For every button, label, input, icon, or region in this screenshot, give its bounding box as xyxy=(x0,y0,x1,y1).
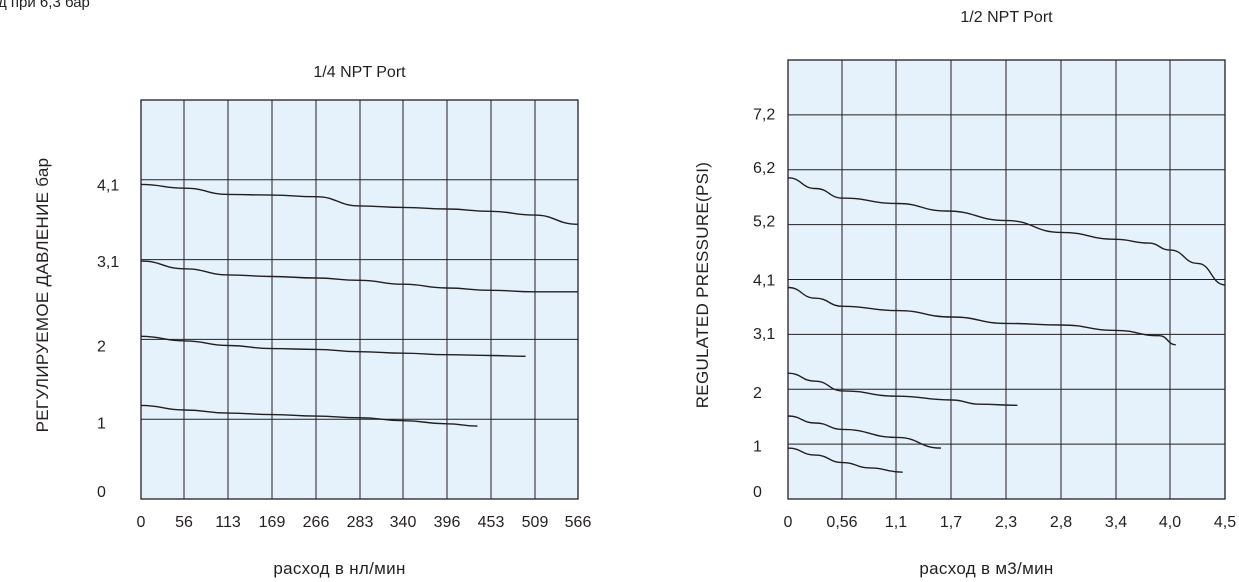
chart1-x-tick-label: 266 xyxy=(303,514,330,531)
chart2-series-line-5 xyxy=(787,447,903,473)
chart1-series-line-3 xyxy=(140,335,526,357)
chart2-x-tick-label: 4,5 xyxy=(1214,514,1236,531)
chart1-y-axis-label: РЕГУЛИРУЕМОЕ ДАВЛЕНИЕ бар xyxy=(33,158,52,433)
chart2-y-axis-label: REGULATED PRESSURE(PSI) xyxy=(693,162,712,409)
chart2-x-tick-label: 3,4 xyxy=(1105,514,1127,531)
chart1-x-tick-label: 113 xyxy=(215,514,241,531)
chart2-x-tick-label: 1,1 xyxy=(885,514,907,531)
chart1-x-tick-label: 169 xyxy=(259,514,286,531)
chart1-series-line-2 xyxy=(140,260,578,293)
chart2-y-tick-label: 0 xyxy=(753,484,762,501)
chart1-x-axis-label: расход в нл/мин xyxy=(273,559,405,578)
chart1-x-tick-label: 283 xyxy=(347,514,374,531)
chart1-y-tick-label: 4,1 xyxy=(97,177,119,194)
chart2-title: 1/2 NPT Port xyxy=(960,9,1053,26)
chart2-x-tick-label: 0,56 xyxy=(826,514,857,531)
chart1-x-tick-label: 509 xyxy=(522,514,549,531)
chart1-y-tick-label: 1 xyxy=(97,415,106,432)
chart2-x-tick-label: 2,8 xyxy=(1050,514,1072,531)
chart2-x-tick-label: 0 xyxy=(784,514,793,531)
chart2-x-tick-label: 2,3 xyxy=(995,514,1017,531)
chart2-y-tick-label: 3,1 xyxy=(753,326,775,343)
chart2-y-tick-label: 4,1 xyxy=(753,273,775,290)
chart1-series-line-4 xyxy=(140,404,478,427)
chart1-x-tick-label: 396 xyxy=(434,514,461,531)
chart2-y-tick-label: 1 xyxy=(753,438,762,455)
chart2-frame xyxy=(787,59,1226,500)
chart2-y-tick-label: 5,2 xyxy=(753,214,775,231)
chart1-y-tick-label: 2 xyxy=(97,339,106,356)
chart2-x-tick-label: 1,7 xyxy=(940,514,962,531)
chart1-series-line-1 xyxy=(140,183,579,225)
chart2-y-tick-label: 2 xyxy=(753,385,762,402)
chart1-x-tick-label: 0 xyxy=(137,514,146,531)
chart1-x-tick-label: 453 xyxy=(478,514,505,531)
chart1-y-tick-label: 3,1 xyxy=(97,254,119,271)
chart1-x-tick-label: 56 xyxy=(175,514,193,531)
chart2-series-line-2 xyxy=(787,286,1176,346)
chart2-x-axis-label: расход в м3/мин xyxy=(919,559,1053,578)
chart2-series-line-4 xyxy=(787,415,942,449)
chart1-x-tick-label: 566 xyxy=(565,514,592,531)
chart1-y-tick-label: 0 xyxy=(97,484,106,501)
chart2-series-line-3 xyxy=(787,372,1018,406)
chart2-series-line-1 xyxy=(787,177,1226,286)
chart2-y-tick-label: 7,2 xyxy=(753,107,775,124)
chart1-frame xyxy=(140,99,579,500)
chart2-y-tick-label: 6,2 xyxy=(753,160,775,177)
chart2-x-tick-label: 4,0 xyxy=(1159,514,1181,531)
chart1-title: 1/4 NPT Port xyxy=(313,64,406,81)
top-note: д при 6,3 бар xyxy=(0,0,90,11)
chart1-x-tick-label: 340 xyxy=(390,514,417,531)
